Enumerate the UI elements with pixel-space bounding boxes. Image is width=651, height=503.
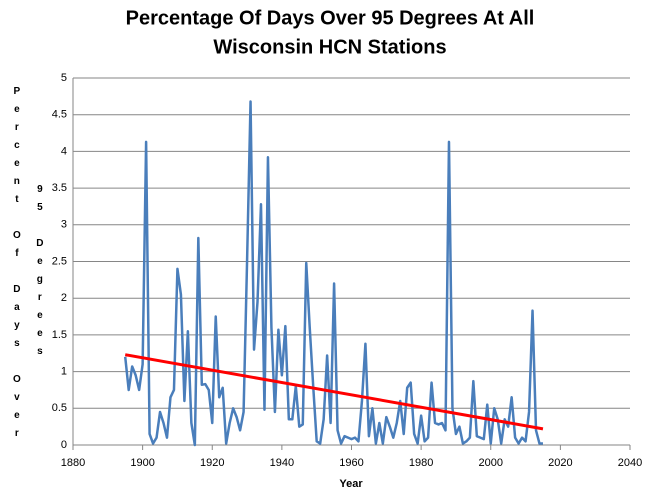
y-axis-label: Percent Of Days Over: [11, 86, 22, 446]
y-tick-label: 4: [61, 145, 67, 157]
y-tick-label: 3: [61, 219, 67, 231]
chart-title: Percentage Of Days Over 95 Degrees At Al…: [126, 7, 535, 29]
x-tick-label: 2000: [479, 457, 503, 469]
y-tick-label: 2.5: [52, 255, 67, 267]
y-tick-label: 1.5: [52, 329, 67, 341]
x-tick-label: 1900: [130, 457, 154, 469]
chart-title: Wisconsin HCN Stations: [213, 36, 446, 58]
y-tick-label: 3.5: [52, 182, 67, 194]
y-tick-label: 0: [61, 439, 67, 451]
y-tick-label: 5: [61, 72, 67, 84]
x-tick-label: 2040: [618, 457, 642, 469]
y-tick-label: 0.5: [52, 402, 67, 414]
data-line: [123, 100, 543, 447]
y-tick-label: 4.5: [52, 109, 67, 121]
x-tick-label: 1960: [339, 457, 363, 469]
x-tick-label: 1980: [409, 457, 433, 469]
x-tick-label: 1920: [200, 457, 224, 469]
x-tick-label: 2020: [548, 457, 572, 469]
y-axis-label: 95 Degrees: [34, 184, 45, 364]
x-axis-label: Year: [339, 478, 363, 490]
trend-line: [124, 353, 544, 431]
y-tick-label: 2: [61, 292, 67, 304]
y-tick-label: 1: [61, 366, 67, 378]
x-tick-label: 1880: [61, 457, 85, 469]
x-tick-label: 1940: [270, 457, 294, 469]
